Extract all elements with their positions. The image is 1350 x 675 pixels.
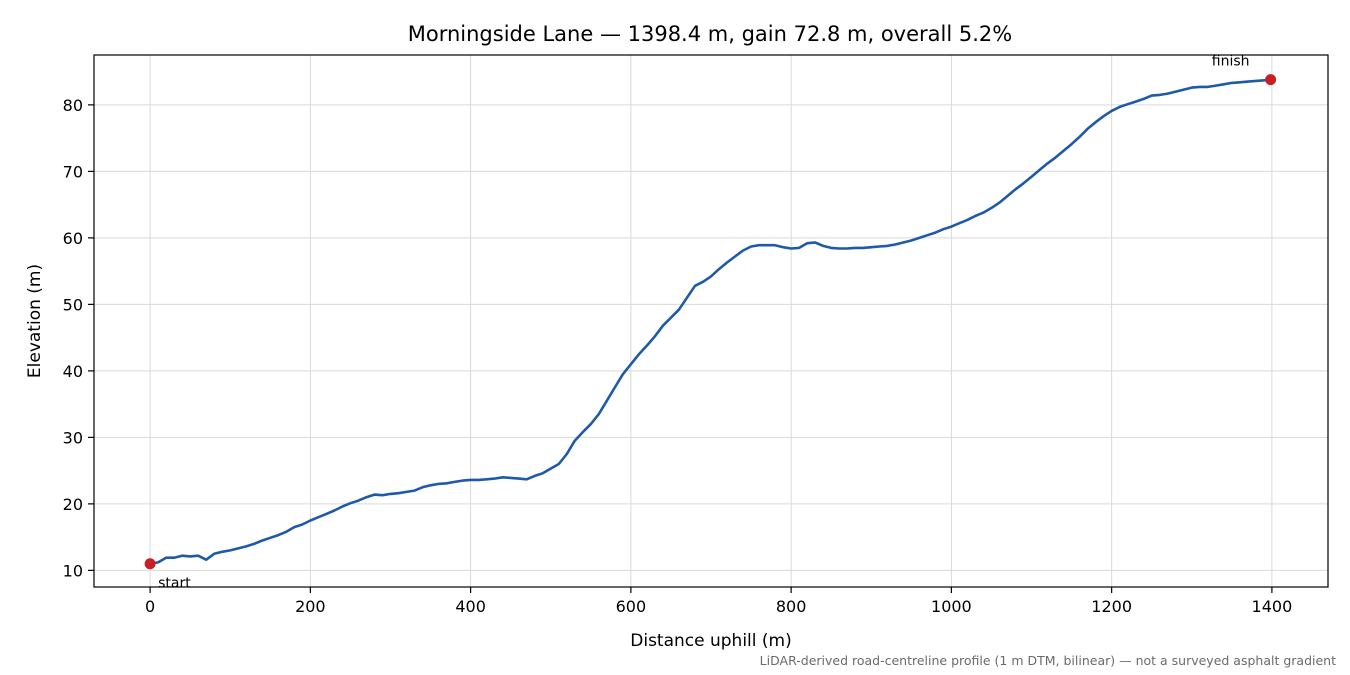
grid: [94, 55, 1328, 587]
y-tick-label: 80: [63, 96, 83, 115]
y-tick-label: 20: [63, 495, 83, 514]
y-axis-label: Elevation (m): [25, 264, 45, 378]
endpoint-markers: start finish: [144, 54, 1277, 592]
finish-label: finish: [1212, 54, 1250, 70]
x-axis: 0 200 400 600 800 1000 1200 1400: [145, 587, 1292, 616]
x-tick-label: 1400: [1252, 597, 1293, 616]
y-tick-label: 70: [63, 162, 83, 181]
start-label: start: [158, 576, 191, 592]
y-tick-label: 10: [63, 561, 83, 580]
y-tick-label: 50: [63, 295, 83, 314]
y-tick-label: 40: [63, 362, 83, 381]
x-tick-label: 1200: [1091, 597, 1132, 616]
x-tick-label: 200: [295, 597, 326, 616]
start-marker: [144, 558, 156, 570]
x-tick-label: 0: [145, 597, 155, 616]
plot-frame: [93, 54, 1329, 588]
y-axis: 10 20 30 40 50 60 70 80: [63, 96, 94, 580]
footnote: LiDAR-derived road-centreline profile (1…: [760, 653, 1336, 668]
x-tick-label: 600: [616, 597, 647, 616]
y-tick-label: 60: [63, 229, 83, 248]
elevation-profile-line: [148, 78, 1272, 565]
x-tick-label: 800: [776, 597, 807, 616]
x-tick-label: 1000: [931, 597, 972, 616]
chart-title: Morningside Lane — 1398.4 m, gain 72.8 m…: [408, 22, 1012, 46]
x-axis-label: Distance uphill (m): [630, 631, 791, 651]
x-tick-label: 400: [455, 597, 486, 616]
y-tick-label: 30: [63, 428, 83, 447]
finish-marker: [1265, 74, 1277, 86]
